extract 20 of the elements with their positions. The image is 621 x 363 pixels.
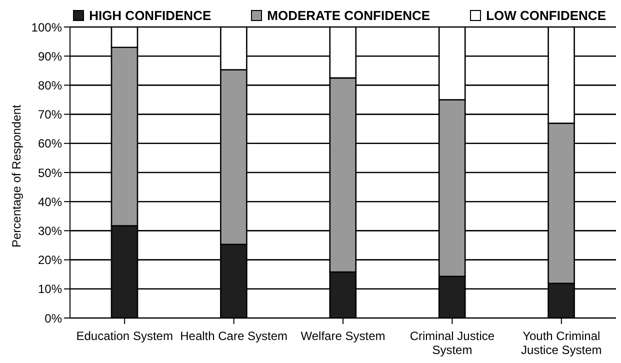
- y-tick-label: 90%: [38, 49, 62, 64]
- y-axis-title: Percentage of Respondent: [9, 104, 24, 248]
- legend-label: LOW CONFIDENCE: [485, 8, 606, 23]
- x-tick-label: Education System: [76, 329, 173, 343]
- y-tick-label: 0%: [44, 311, 62, 326]
- x-tick-label: Welfare System: [300, 329, 386, 343]
- y-tick-label: 10%: [38, 282, 62, 296]
- y-tick-label: 40%: [38, 194, 62, 209]
- legend-label: HIGH CONFIDENCE: [88, 8, 212, 23]
- y-tick-label: 50%: [38, 166, 62, 180]
- y-tick-label: 20%: [38, 253, 62, 268]
- legend-label: MODERATE CONFIDENCE: [266, 8, 430, 23]
- x-tick-label: Criminal Justice System: [410, 329, 495, 357]
- x-tick-label: Youth Criminal Justice System: [521, 329, 602, 357]
- y-tick-label: 80%: [38, 78, 62, 92]
- y-tick-label: 70%: [38, 108, 62, 122]
- y-tick-label: 30%: [38, 224, 62, 238]
- y-tick-label: 60%: [38, 136, 62, 151]
- y-tick-label: 100%: [31, 20, 62, 34]
- x-tick-label: Health Care System: [180, 329, 288, 343]
